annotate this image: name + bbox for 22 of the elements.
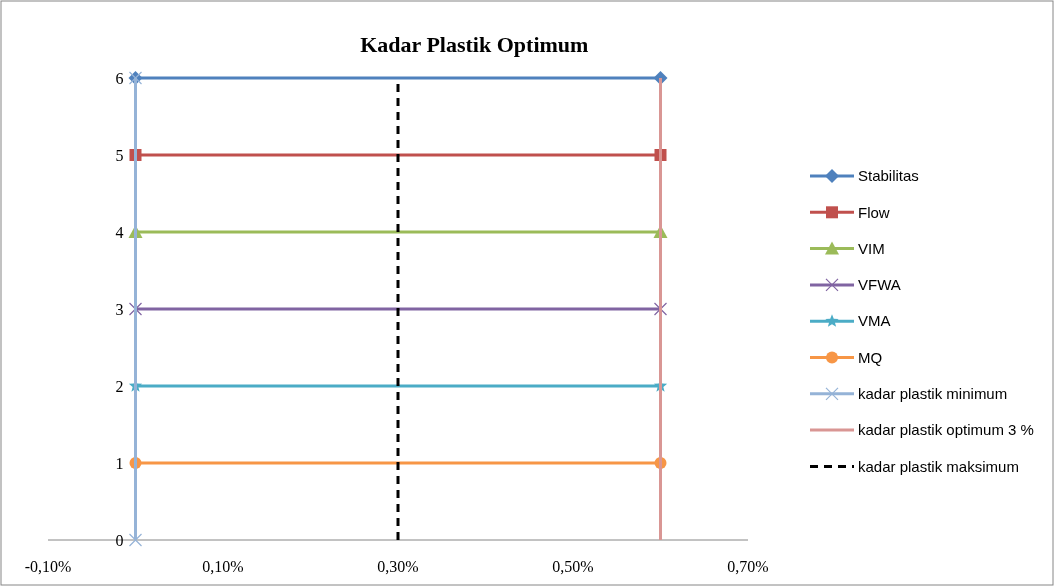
x-tick-label: 0,50% — [552, 558, 594, 575]
y-tick-label: 1 — [115, 454, 124, 472]
x-tick-label: 0,30% — [377, 558, 419, 575]
legend-label: Flow — [858, 203, 890, 221]
legend-label: kadar plastik optimum 3 % — [858, 421, 1034, 439]
y-tick-label: 5 — [115, 146, 124, 164]
legend-label: kadar plastik minimum — [858, 385, 1008, 403]
y-tick-label: 6 — [115, 69, 124, 87]
legend-label: Stabilitas — [858, 167, 919, 185]
legend-label: MQ — [858, 348, 883, 366]
legend-label: kadar plastik maksimum — [858, 457, 1019, 475]
legend-label: VIM — [858, 239, 885, 257]
y-tick-label: 3 — [115, 300, 124, 318]
legend-label: VMA — [858, 312, 891, 330]
legend-label: VFWA — [858, 276, 901, 294]
y-tick-label: 4 — [115, 223, 124, 241]
y-tick-label: 2 — [115, 377, 124, 395]
x-tick-label: -0,10% — [24, 558, 72, 575]
x-tick-label: 0,70% — [727, 558, 769, 575]
chart-title: Kadar Plastik Optimum — [360, 32, 589, 57]
x-tick-label: 0,10% — [202, 558, 244, 575]
y-tick-label: 0 — [115, 531, 124, 549]
